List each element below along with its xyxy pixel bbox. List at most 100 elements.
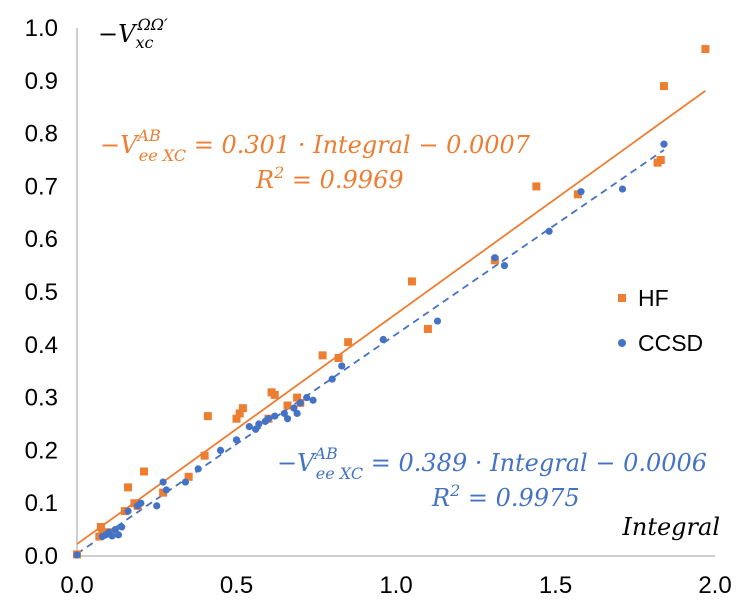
- hf-point: [656, 156, 665, 164]
- y-tick-label: 0.2: [25, 437, 58, 464]
- hf-point: [124, 483, 133, 492]
- ccsd-point: [153, 502, 161, 510]
- ccsd-point: [296, 399, 304, 407]
- hf-point: [203, 412, 212, 421]
- ccsd-point: [232, 436, 241, 444]
- ccsd-point: [500, 262, 509, 270]
- ccsd-r2-rhs: = 0.9975: [460, 484, 579, 512]
- ccsd-point: [290, 404, 298, 412]
- hf-point: [200, 451, 209, 460]
- ccsd-eq-sub: ee XC: [316, 464, 363, 483]
- y-tick-label: 0.8: [25, 121, 58, 148]
- x-tick-label: 1.5: [539, 572, 572, 599]
- ccsd-eq-prefix: −V: [277, 449, 317, 477]
- axes: [76, 28, 715, 557]
- hf-fit-equation: −VAB ee XC = 0.301 · Integral − 0.0007: [100, 126, 531, 165]
- ccsd-point: [293, 409, 301, 418]
- hf-point: [283, 401, 292, 410]
- y-tick-label: 1.0: [25, 15, 58, 42]
- legend-marker-ccsd: [618, 339, 626, 347]
- hf-point: [573, 190, 582, 199]
- hf-trend-line: [76, 89, 706, 545]
- ccsd-point: [309, 396, 317, 404]
- x-tick-label: 0.5: [220, 572, 253, 599]
- hf-point: [318, 351, 327, 360]
- legend: HF CCSD: [618, 285, 703, 356]
- ccsd-point: [111, 526, 119, 534]
- legend-label-hf: HF: [638, 285, 669, 311]
- ccsd-eq-sup: AB: [312, 444, 338, 463]
- y-tick-label: 0.5: [25, 279, 58, 306]
- hf-eq-sup: AB: [135, 126, 161, 145]
- ccsd-eq-rhs: = 0.389 · Integral − 0.0006: [363, 449, 707, 477]
- hf-point: [96, 522, 105, 531]
- hf-point: [423, 324, 432, 333]
- ccsd-point: [271, 412, 279, 420]
- trend-lines: [76, 89, 706, 555]
- ccsd-point: [245, 423, 253, 431]
- y-tick-label: 0.1: [25, 490, 58, 517]
- ccsd-point: [328, 375, 336, 383]
- hf-eq-sub: ee XC: [139, 146, 186, 165]
- hf-point: [139, 467, 148, 476]
- x-tick-label: 2.0: [698, 572, 731, 599]
- ccsd-point: [379, 335, 387, 344]
- ccsd-point: [303, 394, 311, 402]
- hf-point: [270, 390, 279, 399]
- ccsd-point: [181, 478, 190, 486]
- hf-point: [334, 354, 343, 362]
- y-tick-label: 0.3: [25, 385, 58, 412]
- x-axis-title: Integral: [621, 513, 720, 541]
- hf-eq-rhs: = 0.301 · Integral − 0.0007: [186, 131, 531, 159]
- data-points: [73, 45, 710, 559]
- y-axis-title-prefix: −V: [98, 20, 138, 48]
- hf-point: [232, 414, 241, 423]
- ccsd-point: [280, 409, 288, 418]
- hf-eq-prefix: −V: [100, 131, 140, 159]
- tick-labels: 0.0 0.1 0.2 0.3 0.4 0.5 0.6 0.7 0.8 0.9 1.0 0.0 0.5 1…: [25, 15, 732, 599]
- hf-r2-rhs: = 0.9969: [284, 166, 403, 194]
- x-tick-label: 0.0: [60, 572, 93, 599]
- ccsd-point: [252, 425, 260, 433]
- y-axis-title-sup: ΩΩ′: [136, 15, 168, 34]
- hf-point: [184, 472, 193, 481]
- ccsd-point: [137, 499, 145, 507]
- ccsd-point: [660, 140, 668, 148]
- hf-point: [659, 82, 668, 91]
- y-axis-title: −VxcΩΩ′: [98, 15, 168, 52]
- ccsd-point: [283, 415, 292, 423]
- ccsd-point: [159, 478, 167, 486]
- hf-point: [159, 488, 168, 497]
- y-tick-label: 0.7: [25, 173, 58, 200]
- hf-point: [344, 338, 353, 347]
- hf-point: [407, 277, 416, 286]
- hf-point: [235, 409, 244, 418]
- ccsd-point: [108, 532, 116, 540]
- ccsd-r2-sup: 2: [449, 481, 460, 500]
- ccsd-point: [216, 446, 225, 454]
- ccsd-point: [338, 362, 346, 370]
- hf-point: [532, 182, 541, 191]
- ccsd-point: [124, 507, 132, 515]
- ccsd-point: [118, 523, 126, 531]
- hf-point: [238, 404, 247, 413]
- hf-point: [293, 393, 302, 402]
- ccsd-trend-line: [76, 149, 665, 555]
- legend-marker-hf: [618, 294, 626, 302]
- ccsd-point: [194, 465, 202, 473]
- ccsd-point: [577, 188, 585, 196]
- ccsd-point: [433, 317, 442, 325]
- y-tick-label: 0.9: [25, 68, 58, 95]
- ccsd-point: [545, 227, 553, 235]
- ccsd-r2: R2 = 0.9975: [431, 481, 580, 512]
- hf-r2-sup: 2: [273, 163, 284, 182]
- ccsd-point: [162, 486, 170, 494]
- ccsd-point: [255, 420, 263, 428]
- hf-r2-base: R: [255, 166, 274, 194]
- ccsd-point: [264, 415, 272, 423]
- legend-label-ccsd: CCSD: [638, 330, 703, 356]
- hf-point: [701, 45, 710, 54]
- ccsd-point: [618, 185, 627, 193]
- ccsd-point: [73, 551, 81, 559]
